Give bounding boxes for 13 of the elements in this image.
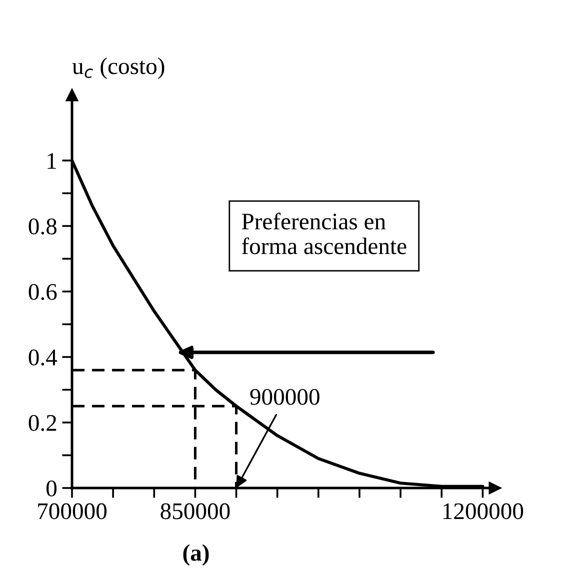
text: (a) xyxy=(183,544,209,566)
y-axis-title: u$_{c}$ (costo) xyxy=(72,58,164,79)
y-tick-label: 0 xyxy=(46,480,57,496)
y-tick-label: 0.4 xyxy=(28,349,58,366)
y-tick-label: 0.8 xyxy=(28,218,57,235)
x-tick-label: 850000 xyxy=(160,503,230,520)
y-tick-label: 0.6 xyxy=(28,284,57,300)
annotation: 900000 xyxy=(250,388,320,405)
x-tick-label: 1200000 xyxy=(443,503,524,520)
y-tick-label: 1 xyxy=(48,153,56,169)
x-tick-label: 700000 xyxy=(38,503,107,520)
y-tick-label: 0.2 xyxy=(28,414,56,432)
annotation: Preferencias en forma ascendente xyxy=(242,212,406,254)
